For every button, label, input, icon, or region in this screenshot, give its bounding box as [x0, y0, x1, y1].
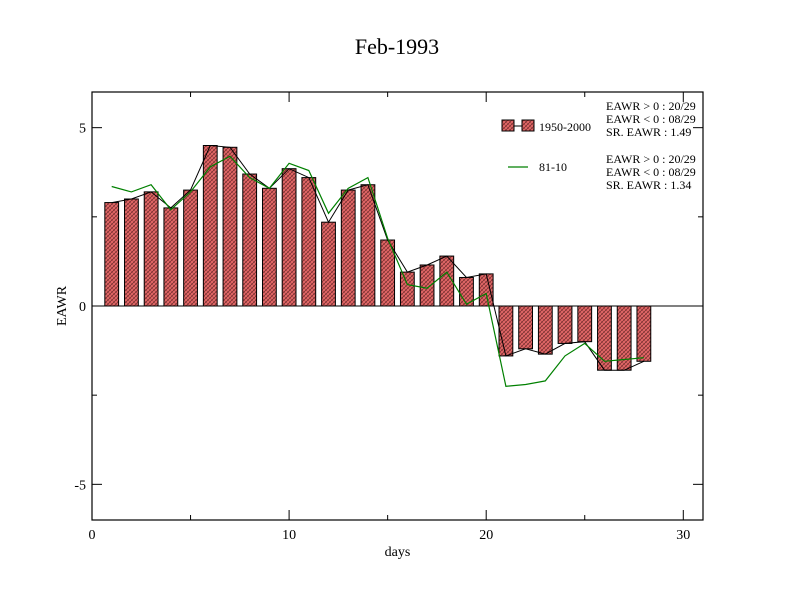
- bar: [340, 189, 356, 307]
- bar: [518, 305, 534, 350]
- bar: [577, 305, 593, 343]
- bar-top-line: [111, 144, 645, 371]
- bar: [321, 221, 336, 307]
- y-tick-label: 0: [79, 300, 86, 315]
- bar-series: [104, 144, 652, 371]
- bar: [419, 264, 435, 307]
- bar: [557, 305, 573, 344]
- x-axis-label: days: [385, 545, 411, 560]
- chart-title: Feb-1993: [355, 34, 439, 59]
- stats-line: EAWR > 0 : 20/29: [606, 99, 696, 113]
- bar: [360, 184, 376, 307]
- line-series: [111, 155, 644, 387]
- bar: [222, 146, 238, 307]
- line-81-10: [111, 155, 644, 387]
- x-tick-label: 30: [676, 528, 690, 543]
- legend-swatch-1950-2000: [521, 119, 535, 132]
- bar: [104, 202, 120, 307]
- legend-label-1950-2000: 1950-2000: [539, 120, 591, 134]
- stats-line: EAWR < 0 : 08/29: [606, 112, 696, 126]
- bar: [202, 145, 218, 307]
- x-tick-label: 20: [479, 528, 493, 543]
- x-tick-label: 0: [89, 528, 96, 543]
- bar: [636, 305, 652, 362]
- bar: [261, 187, 277, 307]
- x-tick-label: 10: [282, 528, 296, 543]
- bar: [301, 177, 317, 307]
- y-tick-label: 5: [79, 122, 86, 137]
- bar: [163, 207, 179, 307]
- bar: [616, 305, 632, 371]
- y-tick-label: -5: [74, 478, 86, 493]
- stats-line: SR. EAWR : 1.34: [606, 178, 691, 192]
- bar: [124, 198, 139, 307]
- bar: [537, 305, 553, 355]
- bar: [498, 305, 514, 357]
- legend-swatch-1950-2000: [501, 119, 515, 132]
- bar: [183, 189, 198, 307]
- stats-line: SR. EAWR : 1.49: [606, 125, 691, 139]
- y-axis-label: EAWR: [55, 285, 70, 326]
- stats-line: EAWR < 0 : 08/29: [606, 165, 696, 179]
- bar: [242, 173, 258, 307]
- stats-line: EAWR > 0 : 20/29: [606, 152, 696, 166]
- bar: [478, 273, 494, 307]
- bar: [143, 191, 159, 307]
- legend-label-81-10: 81-10: [539, 160, 567, 174]
- bar: [281, 168, 297, 307]
- bar: [399, 271, 415, 307]
- axis-ticks: 0 10 20 30 5 0 -5: [74, 92, 703, 543]
